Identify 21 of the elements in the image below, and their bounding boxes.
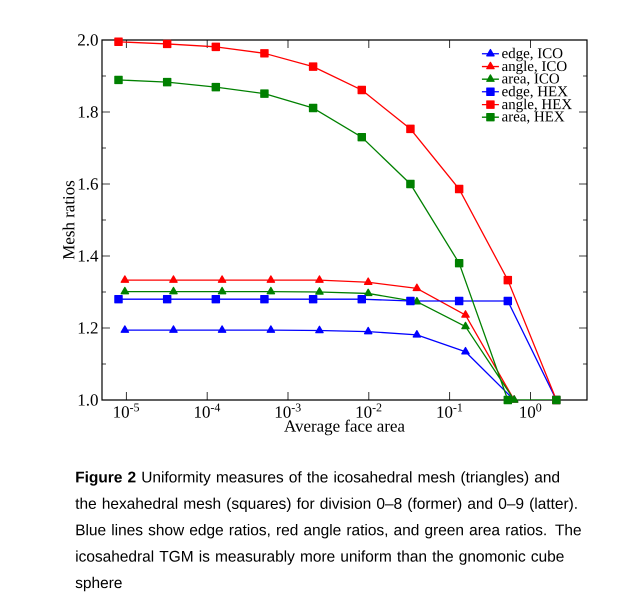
y-tick-label: 1.6 (78, 178, 98, 190)
x-tick-label: 10$^{-4}$ (194, 404, 220, 418)
legend-label: area, HEX (502, 112, 564, 124)
y-tick-label: 1.2 (78, 322, 98, 334)
y-tick-label: 2.0 (78, 34, 98, 46)
legend-label: edge, HEX (502, 86, 568, 100)
x-tick-label: 10$^{-5}$ (114, 404, 140, 418)
legend-label: angle, ICO (502, 60, 567, 74)
y-axis-title: Mesh ratios (62, 180, 74, 260)
x-tick-label: 10$^{-1}$ (437, 404, 462, 418)
x-axis-title: Average face area (284, 420, 405, 436)
y-tick-label: 1.4 (78, 250, 98, 262)
y-tick-label: 1.8 (78, 106, 98, 118)
x-tick-label: 10$^{-2}$ (356, 404, 382, 418)
legend-label: angle, HEX (502, 98, 572, 112)
text: Figure 2 Uniformity measures of the icosahedral mesh (triangles) and the hexahedral mesh (squares) for division 0–8 (former) and 0–9 (latter). Blue lines show edge ratios, red angle ratios, and green area ratios. The icosahedral TGM is measurably more uniform than the gnomonic cube sphere (75, 471, 581, 592)
y-tick-label: 1.0 (78, 394, 98, 406)
legend-label: edge, ICO (502, 48, 562, 62)
x-tick-label: 10$^{-3}$ (276, 404, 301, 418)
legend-label: area, ICO (502, 73, 560, 86)
x-tick-label: 10$^{0}$ (520, 404, 542, 418)
